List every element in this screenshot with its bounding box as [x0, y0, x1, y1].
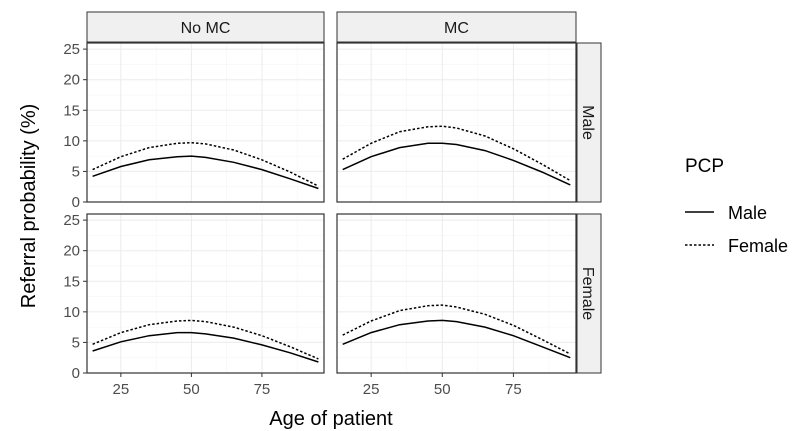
- y-tick-label: 25: [63, 212, 80, 229]
- series-line-male: [92, 331, 319, 363]
- panel-0: 0 5 10 15 20 25: [63, 41, 325, 211]
- series-line-male: [342, 142, 571, 186]
- legend-label-male: Male: [728, 203, 767, 223]
- facet-strip-label: MC: [444, 20, 469, 37]
- y-tick-label: 5: [72, 334, 80, 351]
- y-tick-label: 10: [63, 133, 80, 150]
- panel-background: [87, 43, 324, 202]
- legend-label-female: Female: [728, 236, 788, 256]
- panel-background: [337, 214, 576, 373]
- x-tick-label: 75: [505, 381, 522, 398]
- series-line-female: [92, 319, 319, 360]
- y-tick-label: 15: [63, 273, 80, 290]
- panel-background: [337, 43, 576, 202]
- y-tick-label: 0: [72, 194, 80, 211]
- legend-entries: Male Female: [685, 203, 788, 256]
- series-line-female: [342, 304, 571, 355]
- panel-background: [87, 214, 324, 373]
- series-line-female: [92, 141, 319, 187]
- facet-row-strip-0: [576, 42, 602, 203]
- y-tick-label: 20: [63, 243, 80, 260]
- panel-border: [336, 42, 577, 203]
- panel-2: 0 5 10 15 20 25 25 50 75: [63, 212, 325, 398]
- y-tick-label: 25: [63, 41, 80, 58]
- x-axis-title: Age of patient: [269, 408, 393, 430]
- facet-strip-1: [336, 11, 577, 43]
- x-tick-label: 25: [363, 381, 380, 398]
- facet-row-strip-label: Male: [579, 105, 596, 140]
- facet-row-strip-label: Female: [579, 267, 596, 320]
- panel-border: [86, 213, 325, 374]
- x-tick-label: 75: [254, 381, 271, 398]
- x-tick-label: 50: [183, 381, 200, 398]
- panel-1: [336, 42, 577, 203]
- panel-border: [336, 213, 577, 374]
- y-tick-label: 10: [63, 304, 80, 321]
- legend-title: PCP: [685, 156, 724, 177]
- series-line-male: [92, 155, 319, 190]
- y-tick-label: 20: [63, 72, 80, 89]
- series-line-male: [342, 319, 571, 359]
- y-axis-title: Referral probability (%): [18, 104, 40, 309]
- facet-strip-0: [86, 11, 325, 43]
- legend: PCP Male Female: [685, 156, 788, 256]
- x-tick-label: 25: [113, 381, 130, 398]
- facet-strip-label: No MC: [181, 20, 231, 37]
- panel-3: 25 50 75: [336, 213, 577, 398]
- series-line-female: [342, 125, 571, 182]
- panel-border: [86, 42, 325, 203]
- y-tick-label: 0: [72, 365, 80, 382]
- y-tick-label: 15: [63, 102, 80, 119]
- x-tick-label: 50: [434, 381, 451, 398]
- y-tick-label: 5: [72, 163, 80, 180]
- facet-row-strip-1: [576, 213, 602, 374]
